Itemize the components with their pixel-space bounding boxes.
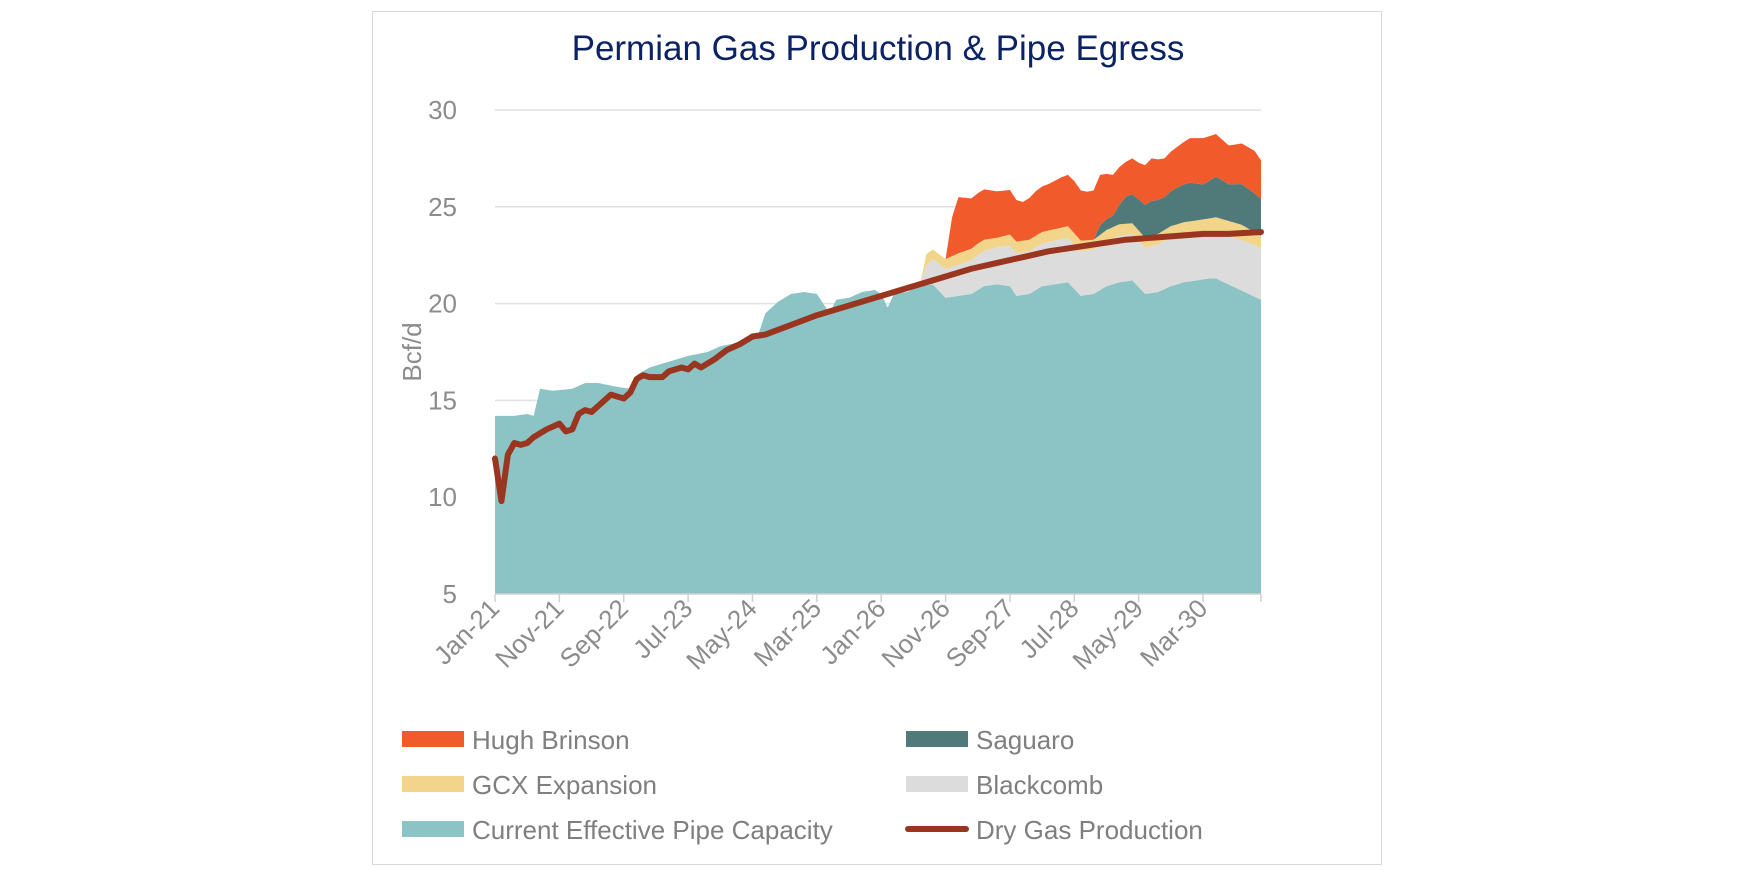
legend-label-dry-gas-production: Dry Gas Production <box>976 815 1203 845</box>
legend-swatch-hugh-brinson <box>402 731 464 747</box>
legend-swatch-blackcomb <box>906 776 968 792</box>
y-tick-label: 15 <box>428 385 457 415</box>
x-tick-label: Sep-27 <box>940 593 1020 673</box>
x-tick-label: Nov-21 <box>489 593 569 673</box>
area-blackcomb <box>919 231 1261 300</box>
line-dry-gas-production <box>492 228 1264 505</box>
legend-label-gcx-expansion: GCX Expansion <box>472 770 657 800</box>
x-tick-label: Jan-26 <box>814 593 891 670</box>
x-tick-label: Mar-25 <box>748 593 827 672</box>
x-tick-label: May-29 <box>1066 593 1149 676</box>
chart-svg: Permian Gas Production & Pipe Egress 5 10 1… <box>397 29 1264 845</box>
area-saguaro <box>1093 176 1261 240</box>
legend-swatch-gcx-expansion <box>402 776 464 792</box>
y-tick-label: 5 <box>443 579 457 609</box>
legend-label-current-effective-pipe-capacity: Current Effective Pipe Capacity <box>472 815 833 845</box>
x-tick-label: Nov-26 <box>875 593 955 673</box>
legend-label-saguaro: Saguaro <box>976 725 1074 755</box>
chart-title: Permian Gas Production & Pipe Egress <box>572 29 1185 68</box>
y-tick-label: 20 <box>428 289 457 319</box>
legend-swatch-current-effective-pipe-capacity <box>402 821 464 837</box>
y-tick-label: 25 <box>428 192 457 222</box>
y-axis-title: Bcf/d <box>397 322 427 381</box>
legend-label-blackcomb: Blackcomb <box>976 770 1103 800</box>
y-tick-label: 30 <box>428 95 457 125</box>
legend-label-hugh-brinson: Hugh Brinson <box>472 725 630 755</box>
x-tick-label: Jan-21 <box>428 593 505 670</box>
x-tick-label: Mar-30 <box>1134 593 1213 672</box>
area-hugh-brinson <box>945 134 1261 260</box>
area-current-effective-pipe-capacity <box>495 278 1261 594</box>
x-tick-label: Sep-22 <box>553 593 633 673</box>
legend-swatch-saguaro <box>906 731 968 747</box>
x-tick-label: May-24 <box>680 593 763 676</box>
y-tick-label: 10 <box>428 482 457 512</box>
chart-frame: Permian Gas Production & Pipe Egress 5 10 1… <box>372 11 1382 865</box>
